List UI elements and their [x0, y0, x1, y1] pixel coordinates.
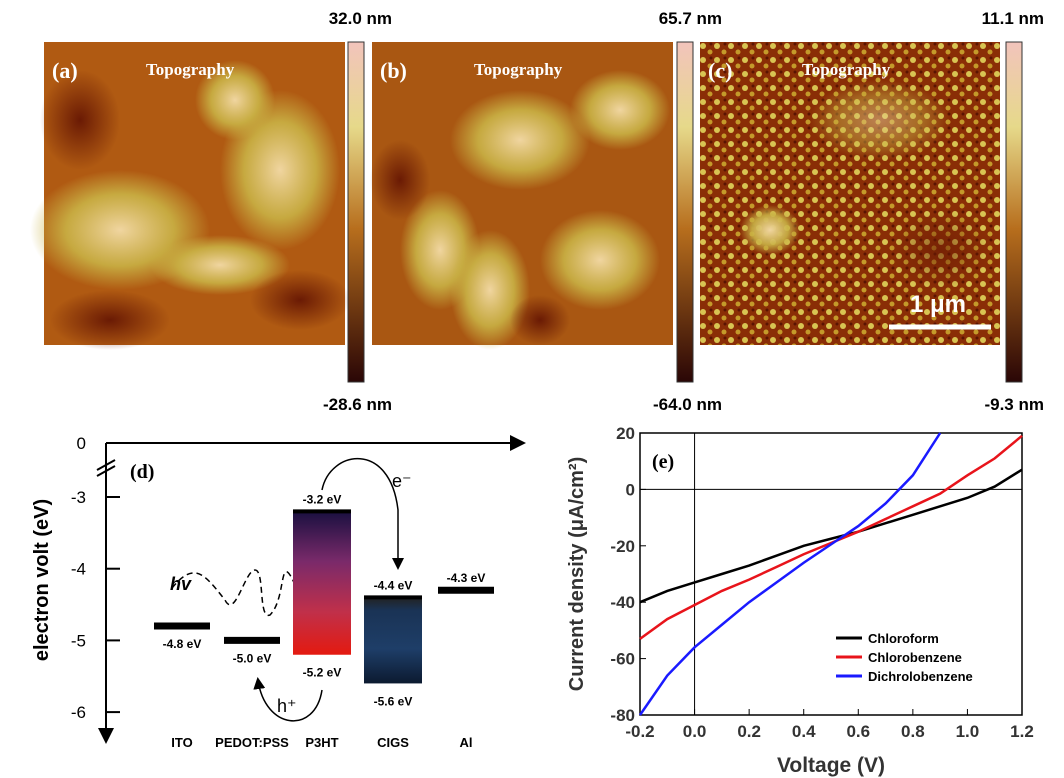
- scale-min: -9.3 nm: [984, 395, 1044, 414]
- line-series: [639, 434, 1023, 640]
- x-tick-label: 0.4: [792, 722, 816, 741]
- x-tick-label: 1.2: [1010, 722, 1034, 741]
- material-label: P3HT: [305, 735, 338, 750]
- panel-title: Topography: [146, 60, 235, 79]
- x-axis-title: Voltage (V): [777, 754, 885, 777]
- color-bar: [347, 41, 365, 383]
- y-tick-label: -5: [71, 631, 86, 650]
- annotation: h⁺: [277, 696, 297, 716]
- y-tick-label: -60: [610, 650, 635, 669]
- y-tick-label: -3: [71, 488, 86, 507]
- color-bar: [676, 41, 694, 383]
- panel-label: (a): [52, 58, 78, 83]
- y-tick-label: -6: [71, 703, 86, 722]
- y-tick-label: 20: [616, 424, 635, 443]
- legend-label: Dichrolobenzene: [868, 669, 973, 684]
- y-tick-label: 0: [77, 434, 86, 453]
- y-axis-title: Current density (μA/cm²): [566, 457, 588, 691]
- annotation: hv: [170, 574, 192, 594]
- y-tick-label: -40: [610, 593, 635, 612]
- material-label: CIGS: [377, 735, 409, 750]
- legend-label: Chlorobenzene: [868, 650, 962, 665]
- material-label: PEDOT:PSS: [215, 735, 289, 750]
- afm-image: [700, 42, 1000, 345]
- energy-band: [293, 511, 351, 655]
- x-tick-label: 0.2: [737, 722, 761, 741]
- scale-max: 65.7 nm: [659, 9, 722, 28]
- scale-bar-label: 1 μm: [910, 291, 966, 318]
- x-tick-label: 1.0: [956, 722, 980, 741]
- annotation: e⁻: [392, 471, 412, 491]
- level-label: -4.3 eV: [447, 571, 486, 585]
- line-series: [638, 432, 942, 716]
- x-tick-label: 0.0: [683, 722, 707, 741]
- y-tick-label: 0: [626, 480, 635, 499]
- color-bar: [1005, 41, 1023, 383]
- scale-max: 32.0 nm: [329, 9, 392, 28]
- x-tick-label: -0.2: [625, 722, 654, 741]
- panel-title: Topography: [802, 60, 891, 79]
- scale-min: -28.6 nm: [323, 395, 392, 414]
- plot-frame: [639, 432, 1023, 716]
- level-label: -4.8 eV: [163, 637, 202, 651]
- scale-max: 11.1 nm: [982, 9, 1044, 28]
- panel-label: (e): [652, 451, 674, 473]
- y-tick-label: -4: [71, 560, 86, 579]
- axis-title: electron volt (eV): [31, 499, 53, 661]
- scale-min: -64.0 nm: [653, 395, 722, 414]
- line-series: [639, 468, 1023, 604]
- level-label: -5.0 eV: [233, 651, 272, 665]
- x-tick-label: 0.6: [846, 722, 870, 741]
- y-tick-label: -80: [610, 706, 635, 725]
- level-label: -5.2 eV: [303, 666, 342, 680]
- x-tick-label: 0.8: [901, 722, 925, 741]
- y-tick-label: -20: [610, 537, 635, 556]
- afm-image: [370, 42, 673, 350]
- material-label: ITO: [171, 735, 192, 750]
- level-label: -4.4 eV: [374, 578, 413, 592]
- level-label: -5.6 eV: [374, 694, 413, 708]
- panel-title: Topography: [474, 60, 563, 79]
- afm-image: [30, 42, 350, 350]
- panel-label: (c): [708, 58, 732, 83]
- legend-label: Chloroform: [868, 631, 939, 646]
- energy-band: [364, 597, 422, 684]
- panel-label: (b): [380, 58, 407, 83]
- level-label: -3.2 eV: [303, 492, 342, 506]
- material-label: Al: [460, 735, 473, 750]
- panel-label: (d): [130, 461, 154, 483]
